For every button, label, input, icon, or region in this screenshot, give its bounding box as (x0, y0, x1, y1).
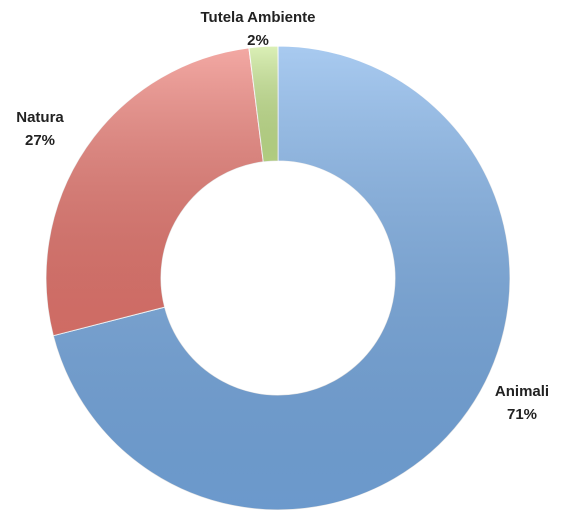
slice-value-label: 71% (507, 406, 537, 423)
slice-label: Animali (495, 383, 549, 400)
slice-label: Natura (16, 109, 64, 126)
slice-value-label: 2% (247, 32, 269, 49)
slice-value-label: 27% (25, 132, 55, 149)
donut-slice (45, 47, 264, 337)
slice-label: Tutela Ambiente (200, 9, 315, 26)
